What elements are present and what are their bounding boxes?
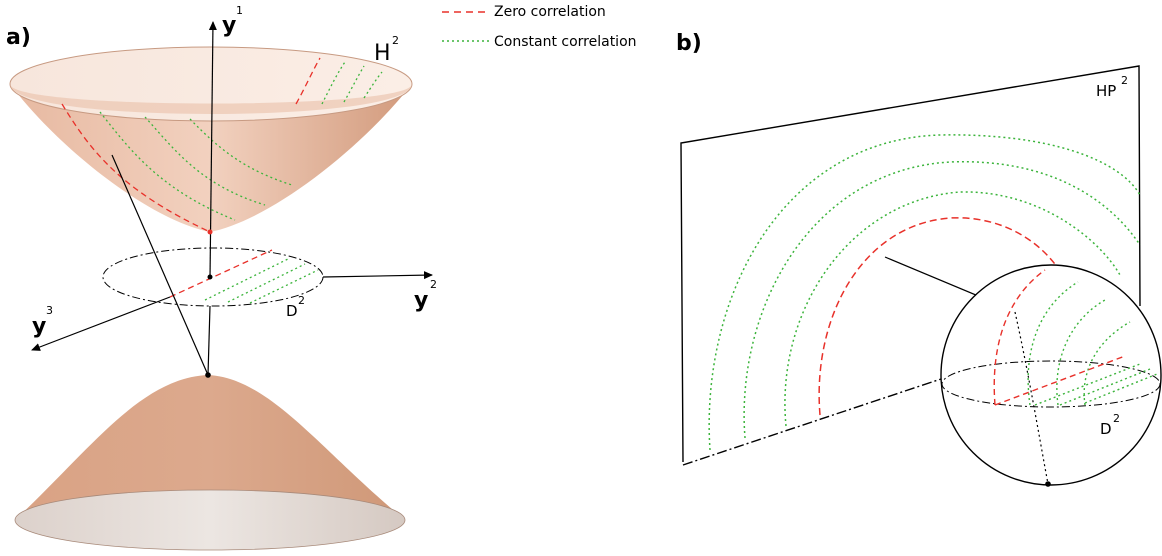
disk-to-lower-vertex [207, 305, 211, 376]
panel-a: a) H 2 y 1 D 2 y [6, 4, 437, 551]
disk-d2 [102, 247, 324, 307]
legend-constant-label: Constant correlation [494, 34, 637, 50]
plane-constant-arc-2 [743, 161, 1141, 439]
y1-axis-sup: 1 [236, 4, 243, 17]
plane-constant-arc-1 [708, 134, 1141, 451]
disk-center-point [207, 274, 213, 280]
upper-sheet-rim-front [10, 84, 412, 114]
sphere-zero-curve [993, 269, 1046, 406]
y2-axis [322, 271, 433, 280]
sphere-equator-disk [941, 360, 1161, 408]
projection-line-a [111, 154, 209, 376]
rim-zero-curve [295, 57, 321, 105]
disk-zero-chord [994, 355, 1126, 406]
upper-zero-curve [61, 103, 211, 233]
plane-zero-arc [818, 217, 1066, 416]
disk-label-sup: 2 [298, 294, 305, 307]
panel-b-label: b) [676, 31, 702, 56]
legend: Zero correlation Constant correlation [442, 4, 637, 50]
panel-a-label: a) [6, 25, 31, 50]
plane-label: HP [1096, 82, 1116, 100]
surface-label-sup: 2 [392, 34, 399, 47]
y3-axis [31, 296, 171, 351]
plane-bottom-edge [682, 377, 945, 466]
upper-constant-curve-2 [144, 116, 266, 206]
sphere-constant-curve-3 [1083, 321, 1131, 406]
y1-axis-label: y [222, 13, 236, 38]
surface-label: H [374, 41, 391, 66]
disk-constant-chord-1 [1034, 363, 1141, 406]
disk-constant-line-1 [204, 257, 291, 301]
y3-axis-sup: 3 [46, 304, 53, 317]
sphere-disk-label-sup: 2 [1113, 412, 1120, 425]
upper-vertex-point [207, 229, 213, 235]
disk-zero-line [169, 249, 273, 298]
y1-axis [208, 21, 217, 279]
lower-sheet-base [14, 489, 406, 551]
lower-vertex-point [205, 372, 211, 378]
disk-label: D [286, 302, 298, 320]
y2-axis-sup: 2 [430, 278, 437, 291]
sphere [940, 264, 1162, 486]
legend-zero-label: Zero correlation [494, 4, 606, 20]
upper-constant-curve-1 [99, 111, 236, 221]
sphere-disk-label: D [1100, 420, 1112, 438]
disk-constant-line-2 [227, 263, 306, 303]
sphere-axis [1014, 311, 1049, 485]
y2-axis-label: y [414, 288, 428, 313]
plane-constant-arc-3 [784, 191, 1121, 427]
plane-hp2 [680, 65, 1141, 463]
plane-label-sup: 2 [1121, 74, 1128, 87]
sphere-south-pole [1045, 481, 1051, 487]
panel-b: b) HP 2 D 2 [676, 31, 1162, 487]
rim-constant-curve-1 [321, 61, 346, 105]
y3-axis-label: y [32, 314, 46, 339]
disk-constant-chord-2 [1059, 368, 1151, 406]
